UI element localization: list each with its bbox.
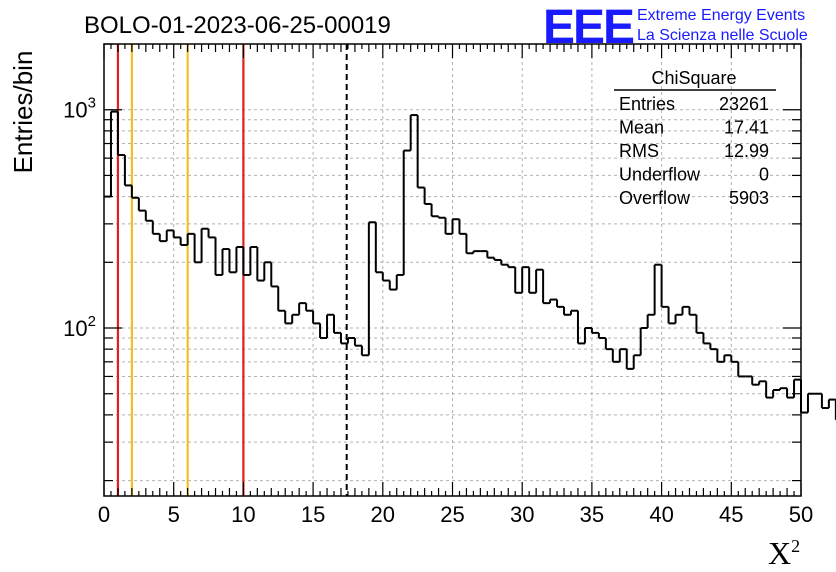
x-axis-label-base: X xyxy=(768,535,791,571)
axis-ticks xyxy=(103,43,802,496)
y-tick-label: 103 xyxy=(63,95,96,123)
x-tick-label: 20 xyxy=(371,502,395,527)
y-tick-label-base: 10 xyxy=(63,316,87,341)
chart-title: BOLO-01-2023-06-25-00019 xyxy=(84,12,391,39)
x-tick-label: 10 xyxy=(231,502,255,527)
stats-row-label: Entries xyxy=(619,94,675,114)
logo-line-1: Extreme Energy Events xyxy=(637,7,805,24)
stats-row-value: 23261 xyxy=(719,94,769,114)
x-tick-label: 30 xyxy=(510,502,534,527)
stats-rows: Entries 23261 Mean 17.41 RMS 12.99 Underflow 0 O… xyxy=(619,94,769,208)
x-tick-label: 40 xyxy=(649,502,673,527)
stats-row-value: 0 xyxy=(759,165,769,185)
x-tick-label: 25 xyxy=(440,502,464,527)
y-tick-label-exponent: 3 xyxy=(88,95,96,112)
x-tick-label: 15 xyxy=(301,502,325,527)
y-tick-label-base: 10 xyxy=(63,98,87,123)
stats-row-label: RMS xyxy=(619,141,659,161)
stats-row-value: 12.99 xyxy=(724,141,769,161)
x-axis-label-superscript: 2 xyxy=(791,536,800,556)
stats-row-label: Overflow xyxy=(619,188,691,208)
stats-row-value: 5903 xyxy=(729,188,769,208)
y-tick-label-exponent: 2 xyxy=(88,313,96,330)
x-tick-label: 35 xyxy=(580,502,604,527)
stats-row-value: 17.41 xyxy=(724,118,769,138)
stats-box: ChiSquare Entries 23261 Mean 17.41 RMS 12.99 U… xyxy=(614,68,776,208)
logo-text: EEE xyxy=(543,1,634,54)
x-tick-label: 50 xyxy=(789,502,813,527)
eee-logo: EEE Extreme Energy Events La Scienza nel… xyxy=(543,1,808,54)
stats-row-label: Mean xyxy=(619,118,664,138)
x-axis-label: X2 xyxy=(768,535,800,571)
grid-lines xyxy=(104,44,801,496)
stats-row-label: Underflow xyxy=(619,165,701,185)
x-tick-label: 5 xyxy=(168,502,180,527)
stats-title: ChiSquare xyxy=(651,68,736,88)
y-tick-label: 102 xyxy=(63,313,96,341)
x-tick-labels: 0 5 10 15 20 25 30 35 40 45 50 xyxy=(98,502,813,527)
x-tick-label: 45 xyxy=(719,502,743,527)
marker-lines xyxy=(116,44,348,496)
logo-line-2: La Scienza nelle Scuole xyxy=(637,27,808,44)
x-tick-label: 0 xyxy=(98,502,110,527)
y-axis-label: Entries/bin xyxy=(8,51,38,174)
